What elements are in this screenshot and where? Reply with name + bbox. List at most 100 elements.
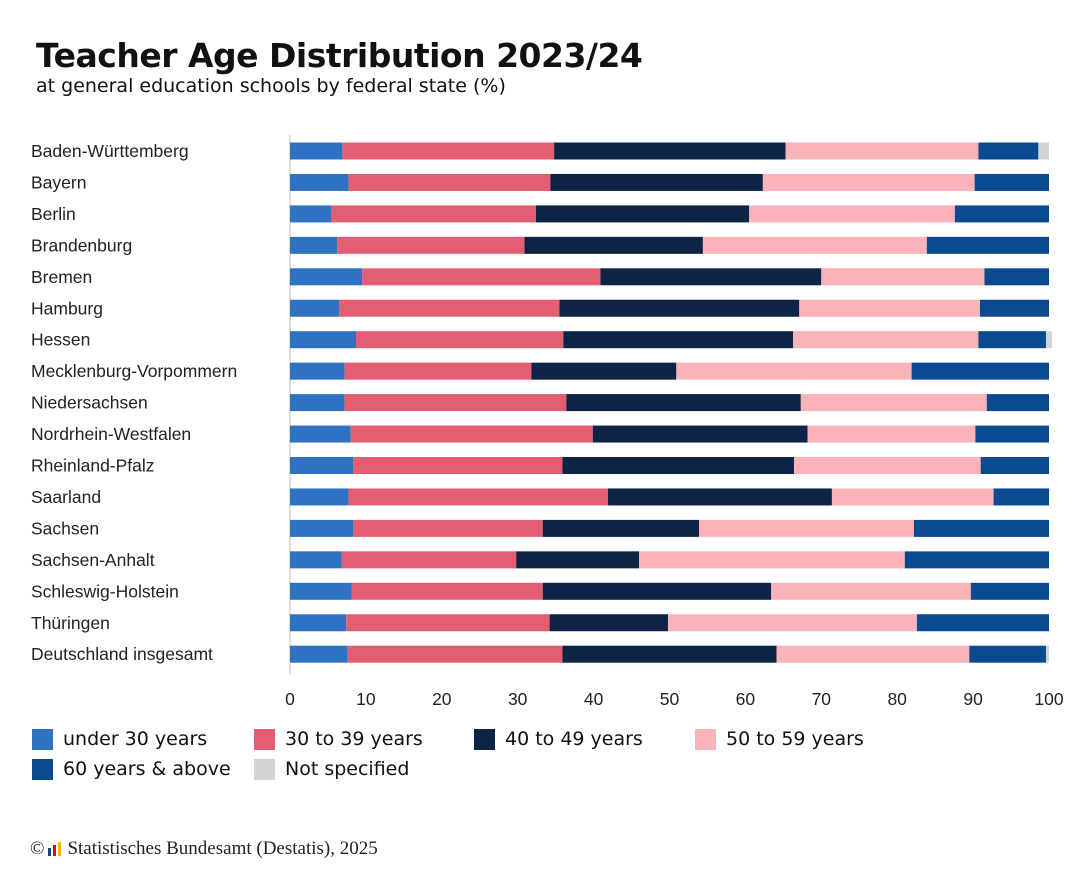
bar-segment [970,582,1049,600]
bar-segment [1038,142,1049,160]
bar-segment [290,519,353,537]
legend-swatch [32,728,53,750]
bar-segment [290,394,345,412]
bar-segment [978,331,1046,349]
bar-segment [969,645,1046,663]
bar-segment [986,394,1049,412]
bar-segment [290,362,345,380]
category-label: Niedersachsen [31,393,148,413]
bar-segment [356,331,564,349]
bar-segment [785,142,979,160]
category-label: Saarland [31,487,101,507]
bar-segment [290,425,351,443]
x-tick-label: 40 [584,689,604,709]
legend-swatch [254,728,275,750]
logo-bar [58,842,62,856]
bar-segment [542,519,700,537]
bar-segment [793,457,981,474]
bar-segment [531,362,677,380]
bar-segment [954,205,1049,223]
bar-segment [290,299,340,317]
bar-segment [978,142,1039,160]
x-tick-label: 70 [812,689,832,709]
chart-subtitle: at general education schools by federal … [36,75,506,97]
bar-segment [916,614,1049,632]
category-label: Bayern [31,172,86,192]
category-label: Deutschland insgesamt [31,644,213,664]
legend-label: 60 years & above [63,758,231,780]
source-credit: © Statistisches Bundesamt (Destatis), 20… [30,838,378,860]
category-label: Schleswig-Holstein [31,581,179,601]
bar-segment [771,582,971,600]
bar-segment [330,205,536,223]
legend-item-not-specified: Not specified [254,758,409,780]
bar-segment [926,236,1049,254]
source-text: Statistisches Bundesamt (Destatis), 2025 [67,838,378,859]
bar-segment [562,457,794,474]
legend-swatch [695,728,716,750]
bar-segment [516,551,640,569]
bar-segment [749,205,955,223]
bar-segment [993,488,1049,506]
x-tick-label: 10 [356,689,376,709]
bar-segment [290,488,349,506]
bar-segment [563,331,794,349]
x-tick-label: 100 [1034,689,1063,709]
bar-segment [290,331,357,349]
bar-segment [348,173,551,191]
bar-segment [562,645,777,663]
category-label: Baden-Württemberg [31,141,189,161]
category-label: Thüringen [31,613,110,633]
bar-segment [290,645,348,663]
copyright-symbol: © [30,838,45,859]
bar-segment [542,582,772,600]
bar-segment [600,268,822,286]
logo-bar [48,848,52,856]
x-tick-label: 0 [285,689,295,709]
bar-segment [776,645,970,663]
legend-label: 50 to 59 years [726,728,864,750]
bar-segment [904,551,1049,569]
category-label: Sachsen [31,518,99,538]
chart-title: Teacher Age Distribution 2023/24 [36,36,643,75]
bar-segment [549,614,668,632]
x-tick-label: 80 [887,689,907,709]
bar-segment [290,582,352,600]
bar-segment [807,425,976,443]
bar-segment [339,299,560,317]
category-label: Hessen [31,330,90,350]
bar-segment [762,173,975,191]
bar-segment [831,488,994,506]
bar-segment [800,394,987,412]
legend-item-60-above: 60 years & above [32,758,231,780]
bar-segment [290,551,342,569]
bar-segment [913,519,1049,537]
bar-segment [344,362,532,380]
bar-segment [699,519,914,537]
bar-segment [290,268,363,286]
bar-segment [347,645,563,663]
bar-segment [342,142,555,160]
category-label: Nordrhein-Westfalen [31,424,191,444]
category-label: Bremen [31,267,92,287]
category-label: Sachsen-Anhalt [31,550,155,570]
bar-segment [975,425,1049,443]
legend-item-under-30: under 30 years [32,728,207,750]
bar-segment [676,362,912,380]
legend-label: Not specified [285,758,410,780]
bar-segment [351,582,543,600]
x-tick-label: 90 [963,689,983,709]
bar-segment [535,205,750,223]
bar-segment [348,488,609,506]
bar-segment [290,614,347,632]
bar-segment [290,236,338,254]
bar-segment [341,551,517,569]
x-tick-label: 60 [736,689,756,709]
bar-segment [1045,331,1053,349]
bar-segment [799,299,980,317]
x-tick-label: 30 [508,689,528,709]
bar-segment [566,394,801,412]
bar-segment [980,457,1049,474]
legend-swatch [254,758,275,780]
legend-item-40-49: 40 to 49 years [474,728,643,750]
